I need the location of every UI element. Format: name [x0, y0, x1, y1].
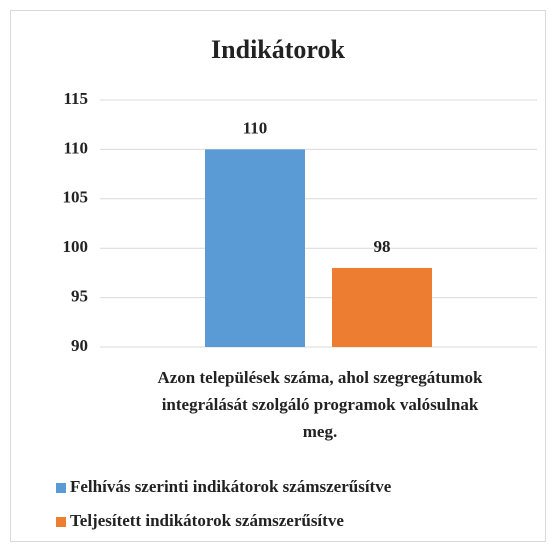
y-tick-label: 95 [71, 287, 88, 306]
bar [205, 149, 305, 347]
y-tick-label: 110 [63, 138, 88, 157]
bar [332, 267, 432, 347]
y-tick-label: 115 [63, 89, 88, 108]
data-label: 110 [243, 118, 268, 137]
y-tick-label: 90 [71, 336, 88, 355]
y-tick-label: 100 [63, 237, 89, 256]
y-tick-label: 105 [63, 188, 89, 207]
data-label: 98 [374, 237, 391, 256]
legend-label: Felhívás szerinti indikátorok számszerűs… [70, 477, 392, 496]
legend-swatch [56, 517, 66, 527]
legend-label: Teljesített indikátorok számszerűsítve [70, 511, 344, 530]
legend-swatch [56, 483, 66, 493]
x-tick-label: Azon települések száma, ahol szegregátum… [157, 368, 483, 441]
chart-title: Indikátorok [211, 35, 345, 64]
